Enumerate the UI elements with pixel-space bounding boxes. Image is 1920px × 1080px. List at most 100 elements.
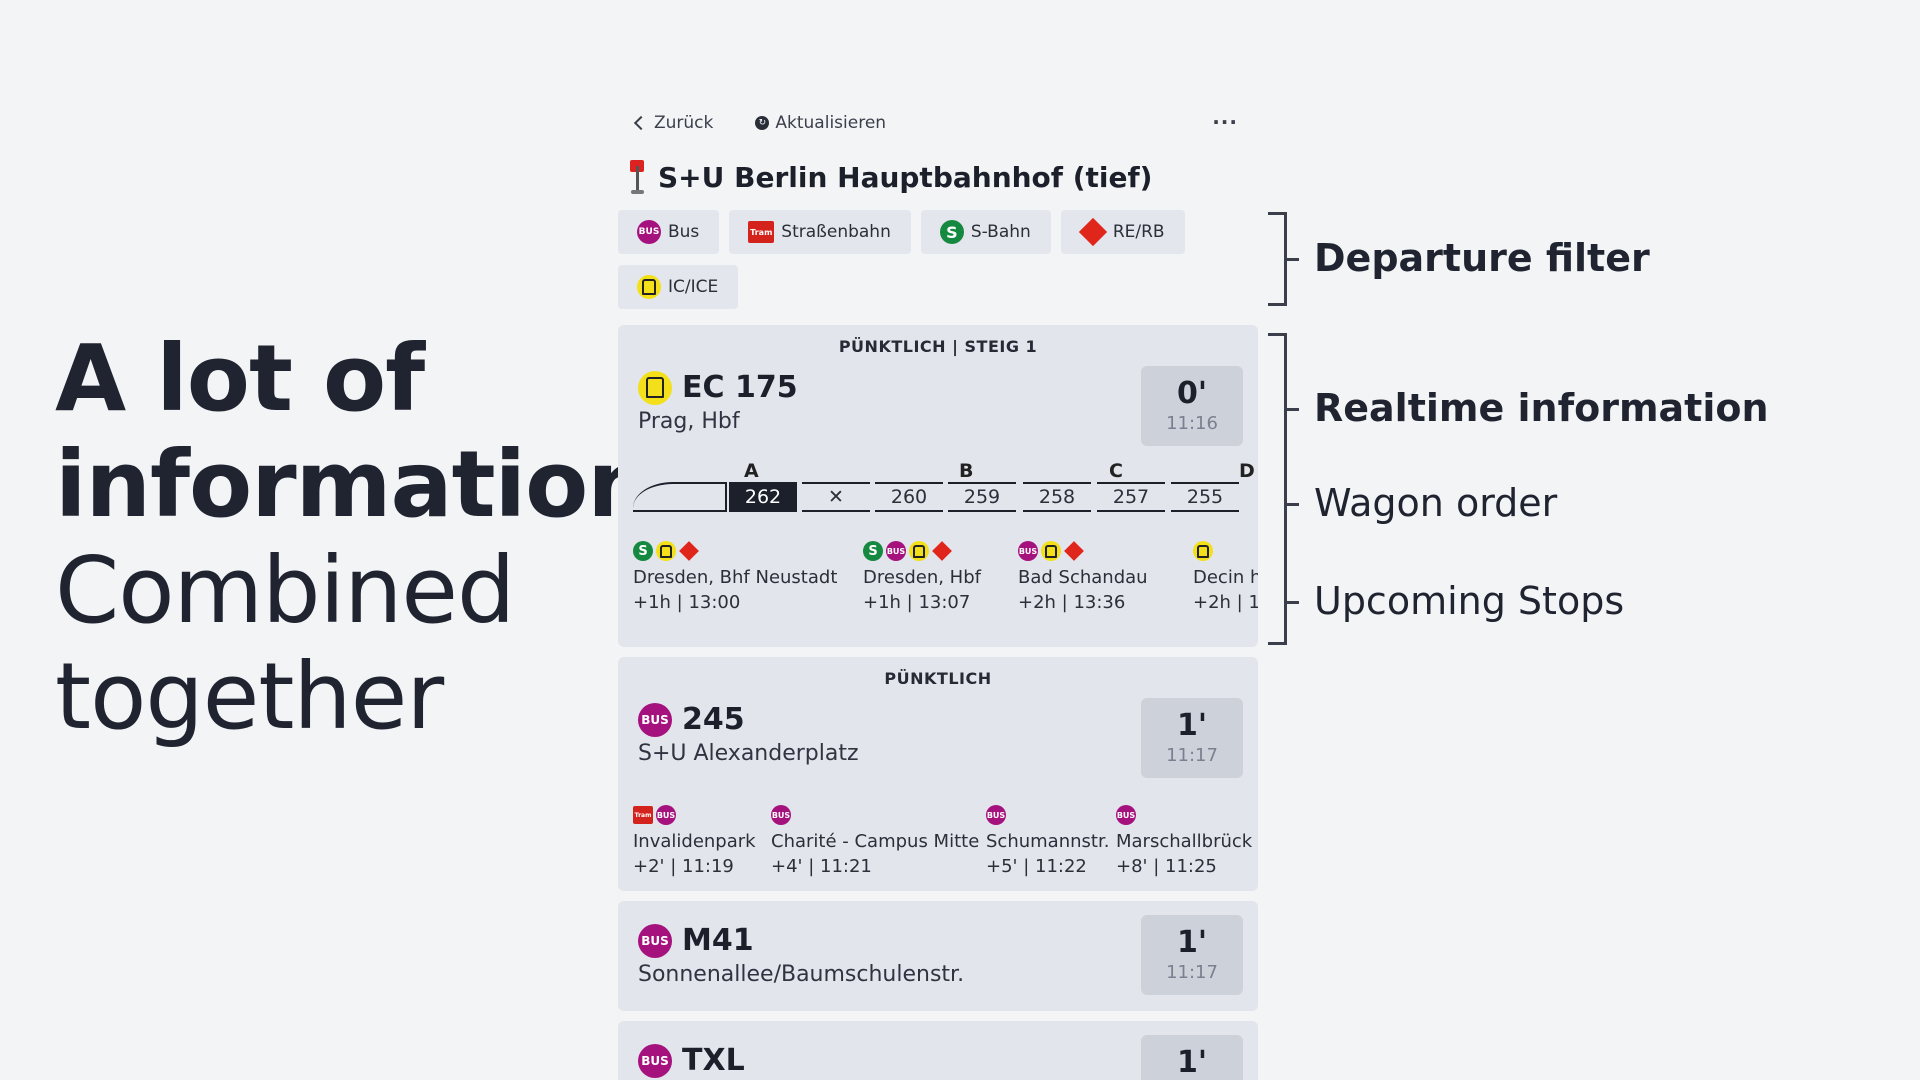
stop-time: +5' | 11:22 [986, 856, 1087, 877]
headline-line-2: information [55, 431, 653, 538]
line-name: EC 175 [682, 370, 798, 405]
line-label: EC 175 [638, 370, 1238, 405]
ice-train-icon [638, 370, 672, 405]
restaurant-wagon: ✕ [802, 482, 870, 512]
departure-card[interactable]: PÜNKTLICH | STEIG 1 EC 175 Prag, Hbf 0' … [618, 325, 1258, 647]
departure-header: BUS 245 S+U Alexanderplatz 1' 11:17 [618, 688, 1258, 778]
sbahn-icon: S [633, 541, 653, 561]
departure-filters: BUS Bus Tram Straßenbahn S S-Bahn RE/RB … [618, 210, 1218, 309]
wagon: 258 [1023, 482, 1091, 512]
line-label: BUS M41 [638, 923, 1238, 958]
stop-item: Tram BUS Invalidenpark +2' | 11:19 [633, 804, 756, 877]
bus-icon: BUS [771, 805, 791, 825]
back-label: Zurück [654, 113, 714, 133]
stop-item: BUS Charité - Campus Mitte +4' | 11:21 [771, 804, 979, 877]
line-label: BUS 245 [638, 702, 1238, 737]
filter-tram[interactable]: Tram Straßenbahn [729, 210, 911, 254]
refresh-label: Aktualisieren [775, 113, 887, 133]
refresh-button[interactable]: ↻ Aktualisieren [755, 113, 886, 133]
stop-name: Dresden, Bhf Neustadt [633, 567, 838, 588]
delay-minutes: 0' [1176, 376, 1208, 411]
filter-bracket [1268, 212, 1287, 306]
sector-label: D [1239, 460, 1255, 482]
stop-item: BUS Schumannstr. +5' | 11:22 [986, 804, 1109, 877]
station-sign-icon [626, 160, 648, 194]
locomotive [633, 482, 727, 512]
bus-icon: BUS [986, 805, 1006, 825]
bus-icon: BUS [1018, 541, 1038, 561]
bus-icon: BUS [637, 220, 661, 244]
departure-status: PÜNKTLICH | STEIG 1 [838, 337, 1038, 356]
wagon: 257 [1097, 482, 1165, 512]
bracket-tick [1287, 258, 1299, 261]
ice-train-icon [909, 541, 929, 561]
stop-name: Decin hl. [1193, 567, 1258, 588]
departure-time-box[interactable]: 1' [1141, 1035, 1243, 1080]
departure-time-box[interactable]: 1' 11:17 [1141, 915, 1243, 995]
delay-minutes: 1' [1176, 925, 1208, 960]
headline: A lot of information Combined together [55, 325, 653, 750]
ice-train-icon [656, 541, 676, 561]
destination: Sonnenallee/Baumschulenstr. [638, 962, 965, 987]
stop-name: Dresden, Hbf [863, 567, 981, 588]
filter-label: Straßenbahn [781, 222, 891, 242]
departure-time: 11:16 [1166, 413, 1218, 434]
stop-name: Bad Schandau [1018, 567, 1148, 588]
back-button[interactable]: Zurück [633, 113, 714, 133]
sector-label: B [959, 460, 974, 482]
departure-header: BUS M41 Sonnenallee/Baumschulenstr. 1' 1… [618, 901, 1258, 999]
stop-time: +2h | 13:36 [1018, 592, 1126, 613]
headline-line-4: together [55, 643, 444, 750]
stop-name: Schumannstr. [986, 831, 1110, 852]
line-name: 245 [682, 702, 745, 737]
stop-time: +8' | 11:25 [1116, 856, 1217, 877]
delay-minutes: 1' [1176, 1045, 1208, 1080]
sector-label: C [1109, 460, 1123, 482]
departure-time: 11:17 [1166, 962, 1218, 983]
filter-sbahn[interactable]: S S-Bahn [920, 210, 1051, 254]
wagon: 259 [948, 482, 1016, 512]
filter-label: IC/ICE [668, 277, 719, 297]
chevron-left-icon [633, 115, 649, 131]
refresh-icon: ↻ [755, 116, 770, 130]
filter-regional[interactable]: RE/RB [1060, 210, 1185, 254]
station-name: S+U Berlin Hauptbahnhof (tief) [658, 160, 1153, 194]
destination: Prag, Hbf [638, 409, 740, 434]
sector-label: A [744, 460, 759, 482]
annotation-departure-filter: Departure filter [1314, 236, 1650, 280]
sbahn-icon: S [939, 220, 964, 244]
departure-time-box[interactable]: 1' 11:17 [1141, 698, 1243, 778]
line-name: M41 [682, 923, 754, 958]
bracket-tick [1287, 408, 1299, 411]
filter-ice[interactable]: IC/ICE [618, 265, 739, 309]
bus-icon: BUS [656, 805, 676, 825]
stop-item: BUS Bad Schandau +2h | 13:36 [1018, 540, 1148, 613]
bus-icon: BUS [638, 923, 672, 958]
filter-label: S-Bahn [970, 222, 1031, 242]
departure-header: BUS TXL 1' [618, 1021, 1258, 1080]
headline-line-1: A lot of [55, 325, 425, 432]
stop-name: Invalidenpark [633, 831, 756, 852]
delay-minutes: 1' [1176, 708, 1208, 743]
departure-card[interactable]: PÜNKTLICH BUS 245 S+U Alexanderplatz 1' … [618, 657, 1258, 891]
filter-bus[interactable]: BUS Bus [618, 210, 720, 254]
stop-time: +2h | 13: [1193, 592, 1258, 613]
regional-train-icon [679, 541, 699, 561]
upcoming-stops: Tram BUS Invalidenpark +2' | 11:19 BUS C… [633, 804, 1258, 880]
departure-board: Zurück ↻ Aktualisieren ··· S+U Berlin Ha… [618, 100, 1260, 1080]
station-header: S+U Berlin Hauptbahnhof (tief) [618, 152, 1260, 202]
filter-label: Bus [668, 222, 700, 242]
departure-card[interactable]: BUS TXL 1' [618, 1021, 1258, 1080]
regional-train-icon [932, 541, 952, 561]
annotation-wagon-order: Wagon order [1314, 481, 1558, 525]
line-label: BUS TXL [638, 1043, 1238, 1078]
departure-status: PÜNKTLICH [884, 669, 992, 688]
tram-icon: Tram [748, 221, 775, 243]
bracket-tick [1287, 601, 1299, 604]
wagon: 260 [875, 482, 943, 512]
bus-icon: BUS [638, 1043, 672, 1078]
ice-train-icon [1193, 541, 1213, 561]
departure-card[interactable]: BUS M41 Sonnenallee/Baumschulenstr. 1' 1… [618, 901, 1258, 1011]
more-menu-button[interactable]: ··· [1212, 110, 1238, 134]
departure-time-box[interactable]: 0' 11:16 [1141, 366, 1243, 446]
